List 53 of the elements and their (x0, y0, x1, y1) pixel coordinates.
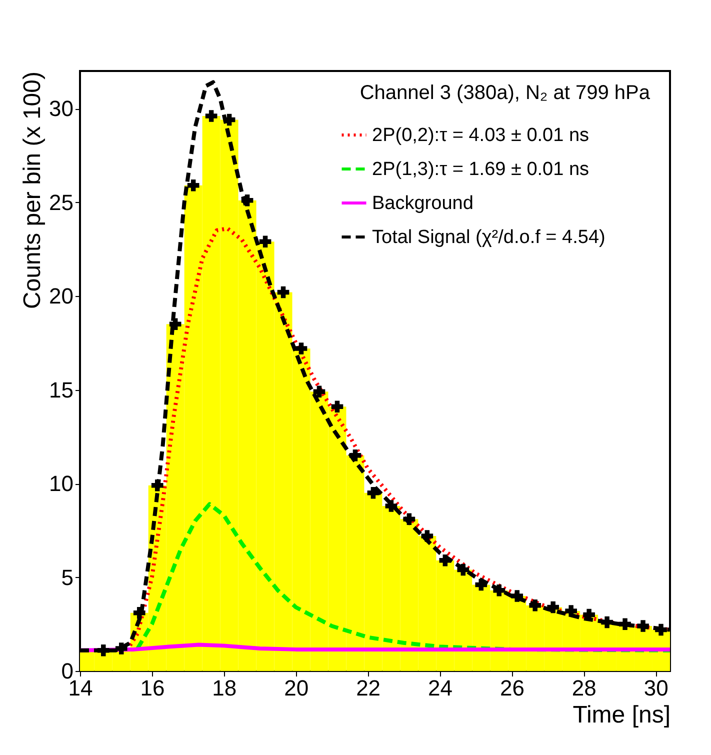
point (295, 342, 308, 354)
point (619, 618, 631, 630)
point (655, 624, 667, 636)
point (331, 400, 344, 413)
x-axis-title: Time [ns] (572, 702, 670, 728)
point (547, 601, 559, 614)
point (187, 179, 200, 192)
point (493, 584, 506, 596)
point (367, 486, 380, 499)
point (439, 554, 452, 566)
y-tick-label: 5 (61, 564, 74, 590)
x-tick-label: 26 (500, 676, 524, 700)
point (259, 236, 272, 248)
x-tick-label: 22 (356, 676, 381, 700)
point (349, 449, 362, 462)
point (169, 318, 182, 330)
point (133, 606, 146, 619)
point (151, 479, 164, 492)
y-tick-label: 20 (49, 284, 74, 308)
y-tick-label: 30 (49, 96, 74, 121)
x-tick-label: 18 (212, 676, 237, 700)
y-tick-label: 15 (49, 377, 74, 402)
point (205, 110, 218, 122)
point (565, 605, 577, 617)
point (421, 530, 434, 542)
point (457, 564, 470, 576)
point (601, 616, 613, 628)
point (511, 590, 524, 602)
point (97, 644, 110, 656)
x-tick-label: 24 (428, 676, 452, 700)
point (385, 500, 398, 512)
point (475, 578, 488, 591)
y-tick-label: 25 (49, 190, 74, 215)
point (241, 194, 254, 206)
legend-label: 2P(0,2):τ = 4.03 ± 0.01 ns (372, 125, 590, 146)
point (637, 620, 649, 632)
x-tick-label: 20 (284, 676, 309, 700)
point (115, 642, 128, 654)
legend-label: 2P(1,3):τ = 1.69 ± 0.01 ns (372, 159, 590, 180)
y-axis-title: Counts per bin (x 100) (19, 72, 46, 309)
x-tick-label: 28 (572, 676, 596, 700)
legend-label: Total Signal (χ²/d.o.f = 4.54) (372, 227, 606, 248)
annotation: Channel 3 (380a), N₂ at 799 hPa (360, 82, 651, 104)
point (277, 286, 290, 298)
point (403, 513, 416, 526)
line-series (136, 502, 672, 652)
legend-label: Background (372, 193, 474, 214)
x-tick-label: 30 (644, 676, 668, 700)
point (313, 386, 326, 398)
point (223, 114, 236, 126)
point (529, 599, 542, 612)
y-tick-label: 10 (49, 471, 74, 496)
x-tick-label: 16 (140, 676, 165, 700)
